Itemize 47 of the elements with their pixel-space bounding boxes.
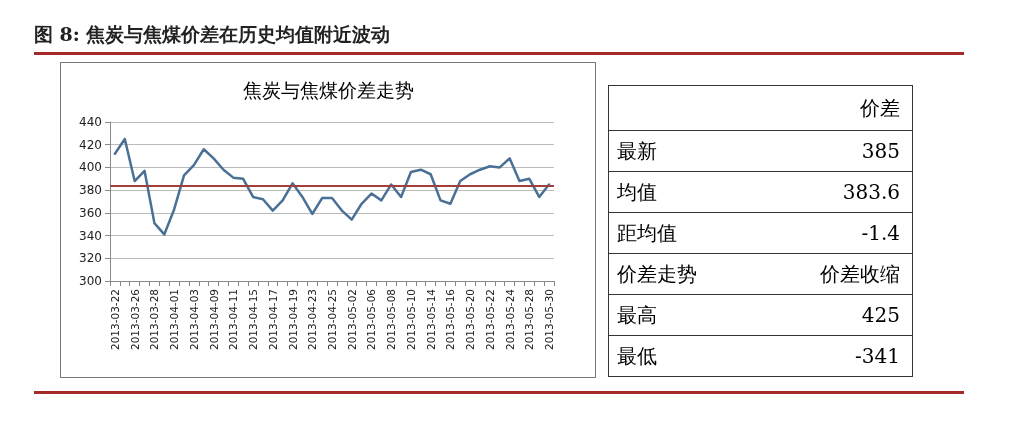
x-tick-label: 2013-05-30 — [543, 289, 556, 351]
x-tick-label: 2013-05-22 — [483, 289, 496, 351]
x-tick-label: 2013-05-28 — [523, 289, 536, 351]
text: 距均值 — [608, 212, 755, 254]
text: 385 — [754, 130, 913, 172]
chart-subtitle: 焦炭与焦煤价差走势 — [242, 78, 414, 101]
y-tick-label: 300 — [79, 274, 102, 288]
x-tick-label: 2013-03-26 — [128, 288, 141, 351]
x-tick-label: 2013-04-01 — [168, 289, 181, 351]
text: 价差收缩 — [754, 253, 913, 295]
x-tick-label: 2013-04-11 — [227, 289, 240, 351]
text: 均值 — [608, 171, 755, 213]
text: 383.6 — [754, 171, 913, 213]
x-tick-label: 2013-05-08 — [385, 289, 398, 351]
y-tick-label: 360 — [79, 205, 102, 220]
text: 价差走势 — [608, 253, 755, 295]
x-tick-label: 2013-05-02 — [345, 289, 358, 351]
x-tick-label: 2013-04-09 — [207, 289, 220, 351]
text: -341 — [754, 335, 913, 377]
x-tick-label: 2013-04-23 — [306, 289, 319, 351]
x-tick-label: 2013-04-03 — [187, 289, 200, 351]
text: 425 — [754, 294, 913, 336]
x-tick-label: 2013-04-25 — [326, 289, 338, 351]
y-tick-label: 380 — [79, 183, 102, 198]
x-tick-label: 2013-04-19 — [286, 289, 299, 351]
text: 价差 — [608, 85, 913, 131]
x-tick-label: 2013-05-10 — [404, 289, 417, 351]
x-tick-label: 2013-05-16 — [444, 288, 457, 351]
x-tick-label: 2013-03-28 — [148, 289, 161, 351]
y-tick-label: 320 — [79, 251, 102, 266]
chart-title: 图 8: 焦炭与焦煤价差在历史均值附近波动 — [34, 22, 391, 47]
x-tick-label: 2013-05-20 — [464, 289, 477, 351]
y-tick-label: 400 — [79, 160, 102, 175]
x-tick-label: 2013-05-14 — [424, 288, 437, 351]
y-tick-label: 440 — [79, 115, 102, 129]
y-tick-label: 420 — [79, 137, 102, 152]
x-tick-label: 2013-03-22 — [108, 289, 121, 351]
text: -1.4 — [754, 212, 913, 254]
text: 最低 — [608, 335, 755, 377]
line-series — [113, 137, 551, 236]
x-tick-label: 2013-05-24 — [503, 288, 516, 351]
x-tick-label: 2013-05-06 — [365, 288, 378, 351]
x-tick-label: 2013-04-17 — [266, 289, 279, 351]
x-tick-label: 2013-04-15 — [247, 289, 260, 351]
text: 最新 — [608, 130, 755, 172]
y-tick-label: 340 — [79, 228, 102, 243]
text: 最高 — [608, 294, 755, 336]
